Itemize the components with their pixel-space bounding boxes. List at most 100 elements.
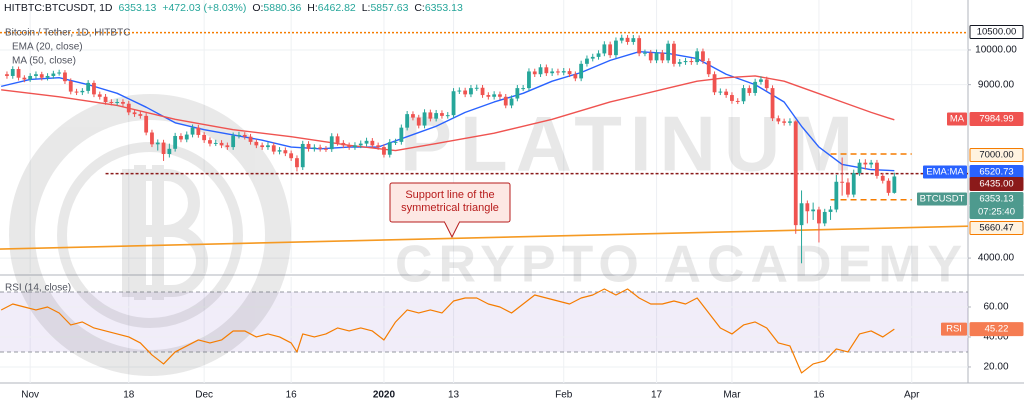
candle-body <box>451 91 456 116</box>
candle-body <box>196 127 201 135</box>
candle-body <box>776 118 781 122</box>
candle-body <box>376 145 381 148</box>
candle-body <box>869 162 874 165</box>
price-label-tag: RSI <box>946 324 962 335</box>
candle-body <box>886 180 891 193</box>
watermark-logo-ring <box>9 94 291 376</box>
candle-body <box>422 112 427 126</box>
x-tick-label: Apr <box>904 390 920 401</box>
candle-body <box>683 61 688 63</box>
candle-body <box>521 88 526 90</box>
candle-body <box>596 53 601 57</box>
candle-body <box>416 117 421 126</box>
x-tick-label: Nov <box>21 390 39 401</box>
price-label-tag: EMA:MA <box>926 167 964 178</box>
candle-body <box>851 173 856 195</box>
candle-body <box>300 143 305 168</box>
candle-body <box>347 145 352 148</box>
price-label-box <box>969 148 1024 162</box>
candle-body <box>567 71 572 75</box>
candle-body <box>382 147 386 155</box>
candle-body <box>68 81 73 92</box>
candle-body <box>590 56 595 59</box>
candle-body <box>34 74 38 76</box>
x-tick-label: 16 <box>286 390 298 401</box>
candle-body <box>532 71 537 75</box>
candle-body <box>527 71 531 89</box>
candle-body <box>695 51 700 63</box>
candle-body <box>793 121 798 226</box>
candle-body <box>718 91 723 93</box>
candle-body <box>614 40 618 56</box>
candle-body <box>770 88 775 119</box>
candle-body <box>312 147 317 149</box>
candle-body <box>556 71 560 73</box>
candle-body <box>544 67 549 74</box>
ohlc-key: C: <box>414 2 425 14</box>
rsi-line <box>0 288 895 374</box>
candle-body <box>579 63 584 79</box>
annotation-text: Support line of the <box>405 189 494 201</box>
candle-body <box>585 58 589 64</box>
candle-body <box>10 69 15 76</box>
candle-body <box>97 94 102 97</box>
ohlc-value: 6353.13 <box>424 2 463 14</box>
x-tick-label: 16 <box>813 390 825 401</box>
ohlc-value: 5857.63 <box>370 2 409 14</box>
candle-body <box>428 112 433 119</box>
candle-body <box>735 100 740 102</box>
x-tick-label: 13 <box>448 390 460 401</box>
background-layer <box>0 0 1024 384</box>
watermark: PLATINUM CRYPTO ACADEMY <box>9 94 962 376</box>
candle-body <box>254 141 259 146</box>
candle-body <box>602 44 607 54</box>
price-label-box <box>969 221 1024 235</box>
candle-body <box>724 91 729 96</box>
candle-body <box>63 72 67 82</box>
candle-body <box>364 140 369 144</box>
candle-body <box>57 72 62 74</box>
y-tick-label: 40.00 <box>983 332 1008 343</box>
candle-body <box>486 95 491 97</box>
candle-body <box>393 141 398 143</box>
ohlc-key: L: <box>361 2 371 14</box>
x-tick-label: 17 <box>651 390 663 401</box>
price-label-tag-box <box>941 322 967 336</box>
price-label: 45.22 <box>985 324 1009 335</box>
candle-body <box>538 67 543 75</box>
price-label-tag: MA <box>950 114 965 125</box>
candle-body <box>509 98 514 106</box>
price-label-tag-box <box>947 112 967 126</box>
candle-body <box>759 79 763 82</box>
candle-body <box>619 37 624 41</box>
price-label-tag: BTCUSDT <box>920 194 965 205</box>
candle-body <box>660 52 665 61</box>
candle-body <box>358 143 363 146</box>
candle-body <box>764 79 769 89</box>
candle-body <box>515 88 520 99</box>
candle-body <box>573 74 578 79</box>
candle-body <box>353 145 357 148</box>
candle-body <box>74 91 79 93</box>
symbol: HITBTC:BTCUSDT, 1D <box>4 2 113 14</box>
candle-body <box>335 136 340 143</box>
candle-body <box>498 94 502 97</box>
candle-body <box>277 150 282 152</box>
candle-body <box>51 73 56 76</box>
indicator-line <box>1 75 895 152</box>
candle-body <box>880 175 885 181</box>
price-label-box <box>969 322 1024 337</box>
x-tick-label: Mar <box>723 390 741 401</box>
price-label-box <box>969 205 1024 219</box>
ohlc-value: 5880.36 <box>263 2 302 14</box>
candle-body <box>86 82 91 91</box>
candle-body <box>39 74 44 78</box>
ohlc-key: H: <box>307 2 318 14</box>
candle-body <box>80 90 85 93</box>
candle-body <box>753 81 758 93</box>
candle-body <box>741 88 746 102</box>
candle-body <box>846 182 850 195</box>
candle-body <box>237 134 241 136</box>
candle-body <box>840 181 845 183</box>
